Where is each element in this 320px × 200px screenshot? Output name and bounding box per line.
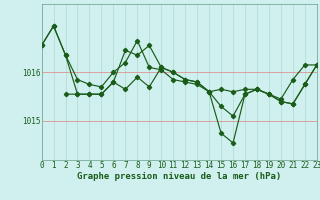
X-axis label: Graphe pression niveau de la mer (hPa): Graphe pression niveau de la mer (hPa)	[77, 172, 281, 181]
